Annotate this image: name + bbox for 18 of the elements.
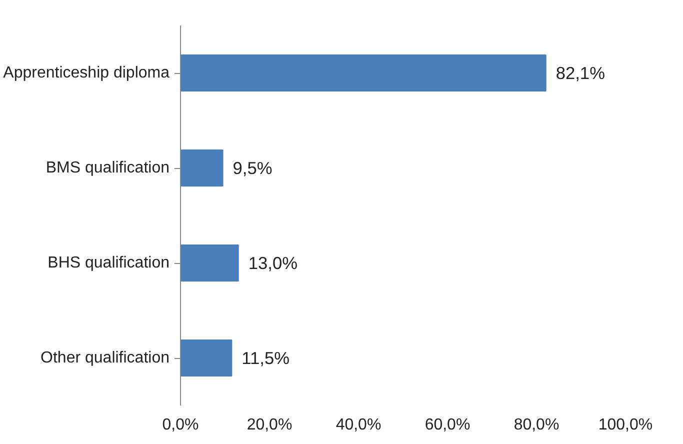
x-tick-label: 80,0% xyxy=(514,416,560,434)
bar xyxy=(180,339,232,377)
y-tick-label: Apprenticeship diploma xyxy=(3,64,170,82)
y-tick-label: BHS qualification xyxy=(48,254,170,272)
x-tick-label: 20,0% xyxy=(246,416,292,434)
bar xyxy=(180,244,239,282)
bar xyxy=(180,54,546,92)
y-tick-label: Other qualification xyxy=(40,350,170,366)
data-label: 13,0% xyxy=(248,253,298,273)
data-label: 82,1% xyxy=(556,63,605,83)
x-tick-label: 100,0% xyxy=(598,416,653,434)
data-label: 9,5% xyxy=(232,158,272,178)
x-tick-label: 60,0% xyxy=(424,416,470,434)
x-tick-label: 40,0% xyxy=(336,416,382,434)
bar xyxy=(180,149,224,187)
y-tick-label: BMS qualification xyxy=(46,160,170,176)
x-tick-label: 0,0% xyxy=(162,416,199,434)
data-label: 11,5% xyxy=(242,348,290,368)
